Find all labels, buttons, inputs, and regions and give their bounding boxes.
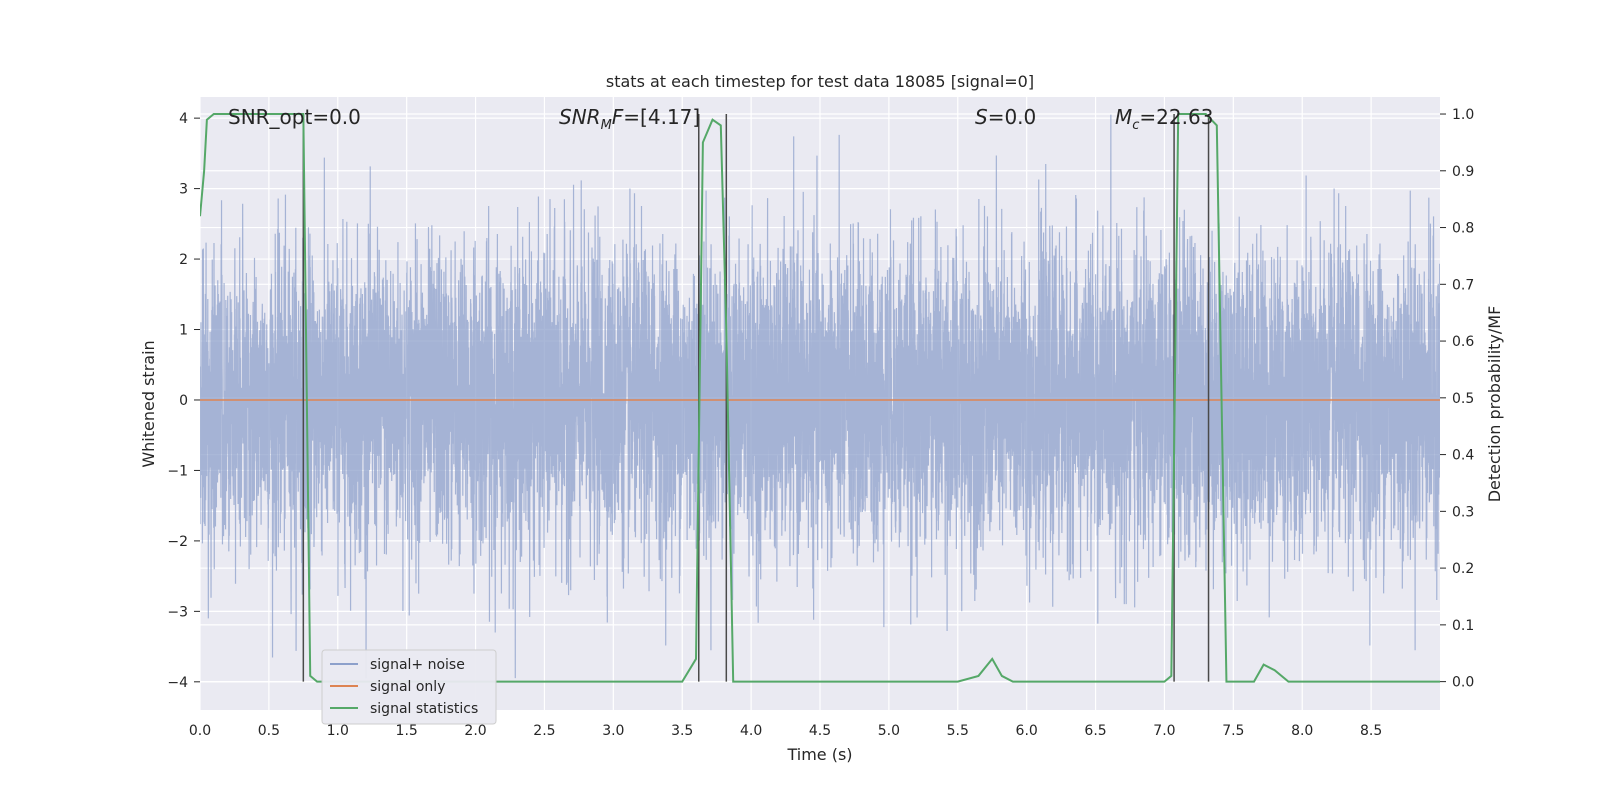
x-tick-label: 7.0 [1153,723,1175,739]
y-right-tick-label: 1.0 [1452,107,1474,123]
y-right-tick-label: 0.8 [1452,221,1474,237]
y-left-tick-label: 4 [179,111,188,127]
y-right-tick-label: 0.1 [1452,618,1474,634]
y-right-tick-label: 0.0 [1452,675,1474,691]
x-tick-label: 3.0 [602,723,624,739]
legend-label-signal-statistics: signal statistics [370,701,478,717]
annotation-mc: Mc=22.63 [1115,105,1213,133]
y-left-tick-label: 3 [179,182,188,198]
x-tick-label: 2.0 [464,723,486,739]
y-right-tick-label: 0.9 [1452,164,1474,180]
y-left-axis-ticks: 4 3 2 1 0 −1 −2 −3 −4 [167,111,200,691]
series-signal-statistics [200,113,1440,683]
chart-title: stats at each timestep for test data 180… [606,72,1034,91]
x-tick-label: 6.0 [1016,723,1038,739]
x-axis-ticks: 0.0 0.5 1.0 1.5 2.0 2.5 3.0 3.5 4.0 4.5 5.0 5.5 6.0 6… [189,723,1382,739]
y-left-tick-label: −3 [167,604,188,620]
x-tick-label: 4.0 [740,723,762,739]
y-left-tick-label: −1 [167,463,188,479]
x-tick-label: 6.5 [1084,723,1106,739]
x-tick-label: 1.5 [396,723,418,739]
y-left-tick-label: 1 [179,323,188,339]
x-axis-label: Time (s) [786,745,852,764]
line-signal-statistics [200,113,1440,683]
annotation-snr-mf: SNRMF=[4.17] [559,105,700,133]
x-tick-label: 5.0 [878,723,900,739]
legend-label-signal-plus-noise: signal+ noise [370,657,465,673]
x-tick-label: 4.5 [809,723,831,739]
x-tick-label: 0.5 [258,723,280,739]
x-tick-label: 7.5 [1222,723,1244,739]
y-right-tick-label: 0.7 [1452,277,1474,293]
x-tick-label: 5.5 [947,723,969,739]
y-right-tick-label: 0.5 [1452,391,1474,407]
x-tick-label: 8.5 [1360,723,1382,739]
y-left-tick-label: 2 [179,252,188,268]
y-right-tick-label: 0.6 [1452,334,1474,350]
y-right-tick-label: 0.2 [1452,561,1474,577]
x-tick-label: 0.0 [189,723,211,739]
y-left-axis-label: Whitened strain [139,340,158,467]
y-right-axis-label: Detection probability/MF [1485,306,1504,503]
y-right-tick-label: 0.4 [1452,448,1474,464]
y-right-axis-ticks: 1.0 0.9 0.8 0.7 0.6 0.5 0.4 0.3 0.2 0.1 0.0 [1440,107,1474,691]
x-tick-label: 1.0 [327,723,349,739]
series-signal-plus-noise [200,114,1440,679]
line-signal-plus-noise [200,114,1440,679]
legend-label-signal-only: signal only [370,679,445,695]
legend-box [321,649,497,725]
legend: signal+ noise signal only signal statist… [321,649,497,725]
annotation-s: S=0.0 [975,105,1036,129]
y-left-tick-label: −4 [167,675,188,691]
y-right-tick-label: 0.3 [1452,504,1474,520]
y-left-tick-label: 0 [179,393,188,409]
x-tick-label: 3.5 [671,723,693,739]
annotation-snr-opt: SNR_opt=0.0 [228,105,361,129]
x-tick-label: 8.0 [1291,723,1313,739]
y-left-tick-label: −2 [167,534,188,550]
x-tick-label: 2.5 [533,723,555,739]
